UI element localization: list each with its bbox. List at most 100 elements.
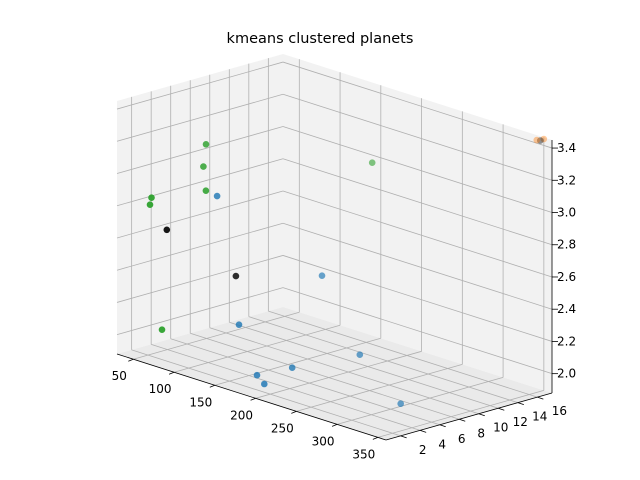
data-point-series-1	[261, 380, 268, 388]
gridline-z	[116, 190, 284, 239]
z-tick-label: 2.4	[557, 302, 576, 316]
y-tick-label: 14	[532, 410, 547, 424]
data-point-series-2	[540, 135, 548, 143]
tick-labels: 50 100 150 200 250 300 350 2 4 6 8 10 12 14 16 2.0 2.2 2.…	[112, 141, 576, 461]
y-tick-mark	[498, 407, 505, 411]
x-tick-label: 100	[149, 382, 172, 396]
x-tick-label: 50	[112, 369, 127, 383]
gridline-x	[296, 363, 463, 412]
pane-left	[117, 54, 283, 354]
gridline-y	[268, 310, 538, 398]
gridline-y	[229, 321, 499, 409]
z-tick-label: 2.2	[557, 334, 576, 348]
gridline-y	[131, 349, 401, 437]
data-point-series-1	[213, 192, 221, 200]
data-point-series-3	[200, 163, 207, 170]
z-tick-label: 2.8	[557, 238, 576, 252]
data-point-series-1	[397, 400, 405, 408]
x-tick-label: 350	[352, 447, 375, 461]
gridline-x	[133, 311, 300, 360]
data-point-series-3	[148, 194, 155, 201]
data-point-series-3	[202, 187, 210, 194]
y-tick-mark	[439, 424, 446, 428]
data-point-series-2	[533, 136, 541, 144]
gridline-y	[170, 338, 440, 426]
gridline-y	[248, 316, 518, 404]
data-point-series-3	[158, 326, 166, 334]
z-tick-label: 3.0	[557, 206, 576, 220]
axes-panes	[117, 54, 552, 440]
gridline-z	[282, 190, 553, 278]
gridline-y	[190, 332, 460, 420]
gridline-x	[173, 324, 341, 373]
gridline-z	[282, 255, 553, 342]
gridline-y	[151, 343, 421, 431]
axes	[116, 140, 558, 441]
data-point-series-4	[537, 137, 544, 144]
data-points	[146, 135, 548, 408]
pane-back	[283, 54, 552, 393]
x-tick-mark	[128, 358, 134, 362]
x-tick-label: 300	[312, 434, 335, 448]
data-point-series-4	[232, 272, 240, 280]
data-point-series-1	[318, 272, 326, 280]
gridline-z	[116, 222, 284, 271]
grid	[116, 58, 553, 438]
y-axis-line	[385, 392, 553, 441]
y-tick-label: 10	[493, 421, 508, 435]
data-point-series-1	[356, 351, 364, 359]
y-tick-mark	[537, 396, 544, 400]
gridline-z	[282, 158, 553, 246]
y-tick-mark	[400, 435, 407, 439]
z-tick-label: 3.4	[557, 141, 576, 155]
y-tick-mark	[420, 429, 427, 433]
data-point-series-1	[288, 364, 296, 372]
gridline-x	[336, 376, 504, 425]
gridline-z	[116, 158, 284, 207]
y-tick-label: 12	[513, 415, 528, 429]
data-point-series-3	[202, 141, 210, 148]
y-tick-label: 8	[477, 426, 485, 440]
x-tick-mark	[250, 397, 256, 401]
x-tick-mark	[209, 384, 215, 388]
gridline-z	[116, 287, 284, 336]
y-tick-label: 4	[438, 437, 446, 451]
chart-title: kmeans clustered planets	[227, 31, 414, 47]
y-tick-mark	[517, 402, 524, 406]
data-point-series-4	[163, 226, 171, 234]
y-tick-label: 2	[419, 443, 427, 457]
x-tick-label: 150	[189, 395, 212, 409]
gridline-y	[209, 327, 479, 415]
gridline-z	[282, 222, 553, 310]
gridline-x	[255, 350, 422, 399]
x-tick-mark	[168, 371, 175, 375]
gridline-z	[282, 61, 553, 149]
y-tick-label: 16	[552, 404, 567, 418]
gridline-z	[282, 287, 553, 375]
gridline-x	[377, 390, 544, 438]
gridline-z	[282, 93, 553, 181]
x-tick-label: 250	[271, 421, 294, 435]
data-point-series-1	[235, 321, 243, 329]
gridline-z	[116, 61, 284, 110]
x-axis-line	[116, 353, 387, 441]
data-point-series-3	[368, 159, 376, 166]
gridline-x	[214, 337, 381, 386]
gridline-z	[116, 255, 284, 303]
data-point-series-1	[253, 371, 261, 379]
y-tick-mark	[459, 418, 466, 422]
gridline-z	[282, 126, 553, 213]
z-tick-label: 2.6	[557, 270, 576, 284]
y-tick-mark	[478, 413, 485, 417]
z-tick-label: 3.2	[557, 173, 576, 187]
x-tick-label: 200	[230, 408, 253, 422]
x-tick-mark	[331, 423, 338, 427]
x-tick-mark	[372, 437, 378, 440]
pane-floor	[117, 307, 552, 440]
data-point-series-3	[146, 201, 154, 208]
gridline-z	[116, 93, 284, 142]
gridline-z	[116, 126, 284, 174]
z-tick-label: 2.0	[557, 367, 576, 381]
x-tick-mark	[291, 410, 297, 414]
